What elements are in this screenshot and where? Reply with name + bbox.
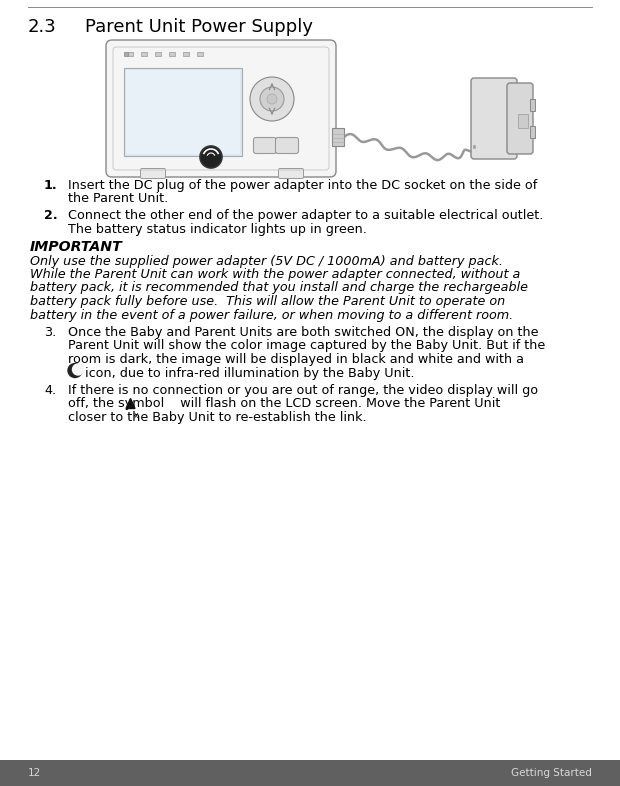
Text: 1.: 1. xyxy=(44,179,58,192)
Text: off, the symbol    will flash on the LCD screen. Move the Parent Unit: off, the symbol will flash on the LCD sc… xyxy=(68,398,500,410)
Circle shape xyxy=(68,363,82,377)
Text: Parent Unit will show the color image captured by the Baby Unit. But if the: Parent Unit will show the color image ca… xyxy=(68,340,545,352)
Circle shape xyxy=(267,94,277,104)
Bar xyxy=(530,99,535,111)
Text: x: x xyxy=(134,410,138,420)
Text: 4.: 4. xyxy=(44,384,56,397)
Text: room is dark, the image will be displayed in black and white and with a: room is dark, the image will be displaye… xyxy=(68,353,524,366)
Text: icon, due to infra-red illumination by the Baby Unit.: icon, due to infra-red illumination by t… xyxy=(85,366,415,380)
Text: Only use the supplied power adapter (5V DC / 1000mA) and battery pack.: Only use the supplied power adapter (5V … xyxy=(30,255,503,267)
Text: the Parent Unit.: the Parent Unit. xyxy=(68,193,168,205)
Bar xyxy=(197,52,203,56)
FancyBboxPatch shape xyxy=(471,78,517,159)
FancyBboxPatch shape xyxy=(254,138,277,153)
Bar xyxy=(124,52,128,56)
Text: Insert the DC plug of the power adapter into the DC socket on the side of: Insert the DC plug of the power adapter … xyxy=(68,179,538,192)
Text: IMPORTANT: IMPORTANT xyxy=(30,240,123,254)
FancyBboxPatch shape xyxy=(275,138,298,153)
Text: The battery status indicator lights up in green.: The battery status indicator lights up i… xyxy=(68,222,367,236)
FancyBboxPatch shape xyxy=(141,168,166,178)
Bar xyxy=(169,52,175,56)
Bar xyxy=(126,70,240,154)
FancyBboxPatch shape xyxy=(106,40,336,177)
Bar xyxy=(141,52,147,56)
Bar xyxy=(518,114,528,128)
Circle shape xyxy=(250,77,294,121)
Bar xyxy=(0,760,620,786)
Bar xyxy=(332,128,344,146)
Text: Once the Baby and Parent Units are both switched ON, the display on the: Once the Baby and Parent Units are both … xyxy=(68,326,539,339)
Text: battery pack fully before use.  This will allow the Parent Unit to operate on: battery pack fully before use. This will… xyxy=(30,295,505,308)
Text: If there is no connection or you are out of range, the video display will go: If there is no connection or you are out… xyxy=(68,384,538,397)
Text: Connect the other end of the power adapter to a suitable electrical outlet.: Connect the other end of the power adapt… xyxy=(68,209,543,222)
Text: Parent Unit Power Supply: Parent Unit Power Supply xyxy=(85,18,313,36)
Text: battery in the event of a power failure, or when moving to a different room.: battery in the event of a power failure,… xyxy=(30,308,513,321)
Bar xyxy=(183,52,189,56)
Circle shape xyxy=(200,146,222,168)
Bar xyxy=(530,126,535,138)
Text: Getting Started: Getting Started xyxy=(511,768,592,778)
Text: closer to the Baby Unit to re-establish the link.: closer to the Baby Unit to re-establish … xyxy=(68,411,366,424)
Bar xyxy=(124,68,242,156)
Circle shape xyxy=(73,364,84,375)
Text: 2.: 2. xyxy=(44,209,58,222)
Bar xyxy=(155,52,161,56)
Polygon shape xyxy=(126,399,135,409)
Circle shape xyxy=(260,87,284,111)
Text: 3.: 3. xyxy=(44,326,56,339)
Text: battery pack, it is recommended that you install and charge the rechargeable: battery pack, it is recommended that you… xyxy=(30,281,528,295)
Bar xyxy=(127,52,133,56)
Text: 12: 12 xyxy=(28,768,42,778)
FancyBboxPatch shape xyxy=(278,168,304,178)
Text: While the Parent Unit can work with the power adapter connected, without a: While the Parent Unit can work with the … xyxy=(30,268,520,281)
FancyBboxPatch shape xyxy=(507,83,533,154)
Text: 2.3: 2.3 xyxy=(28,18,57,36)
